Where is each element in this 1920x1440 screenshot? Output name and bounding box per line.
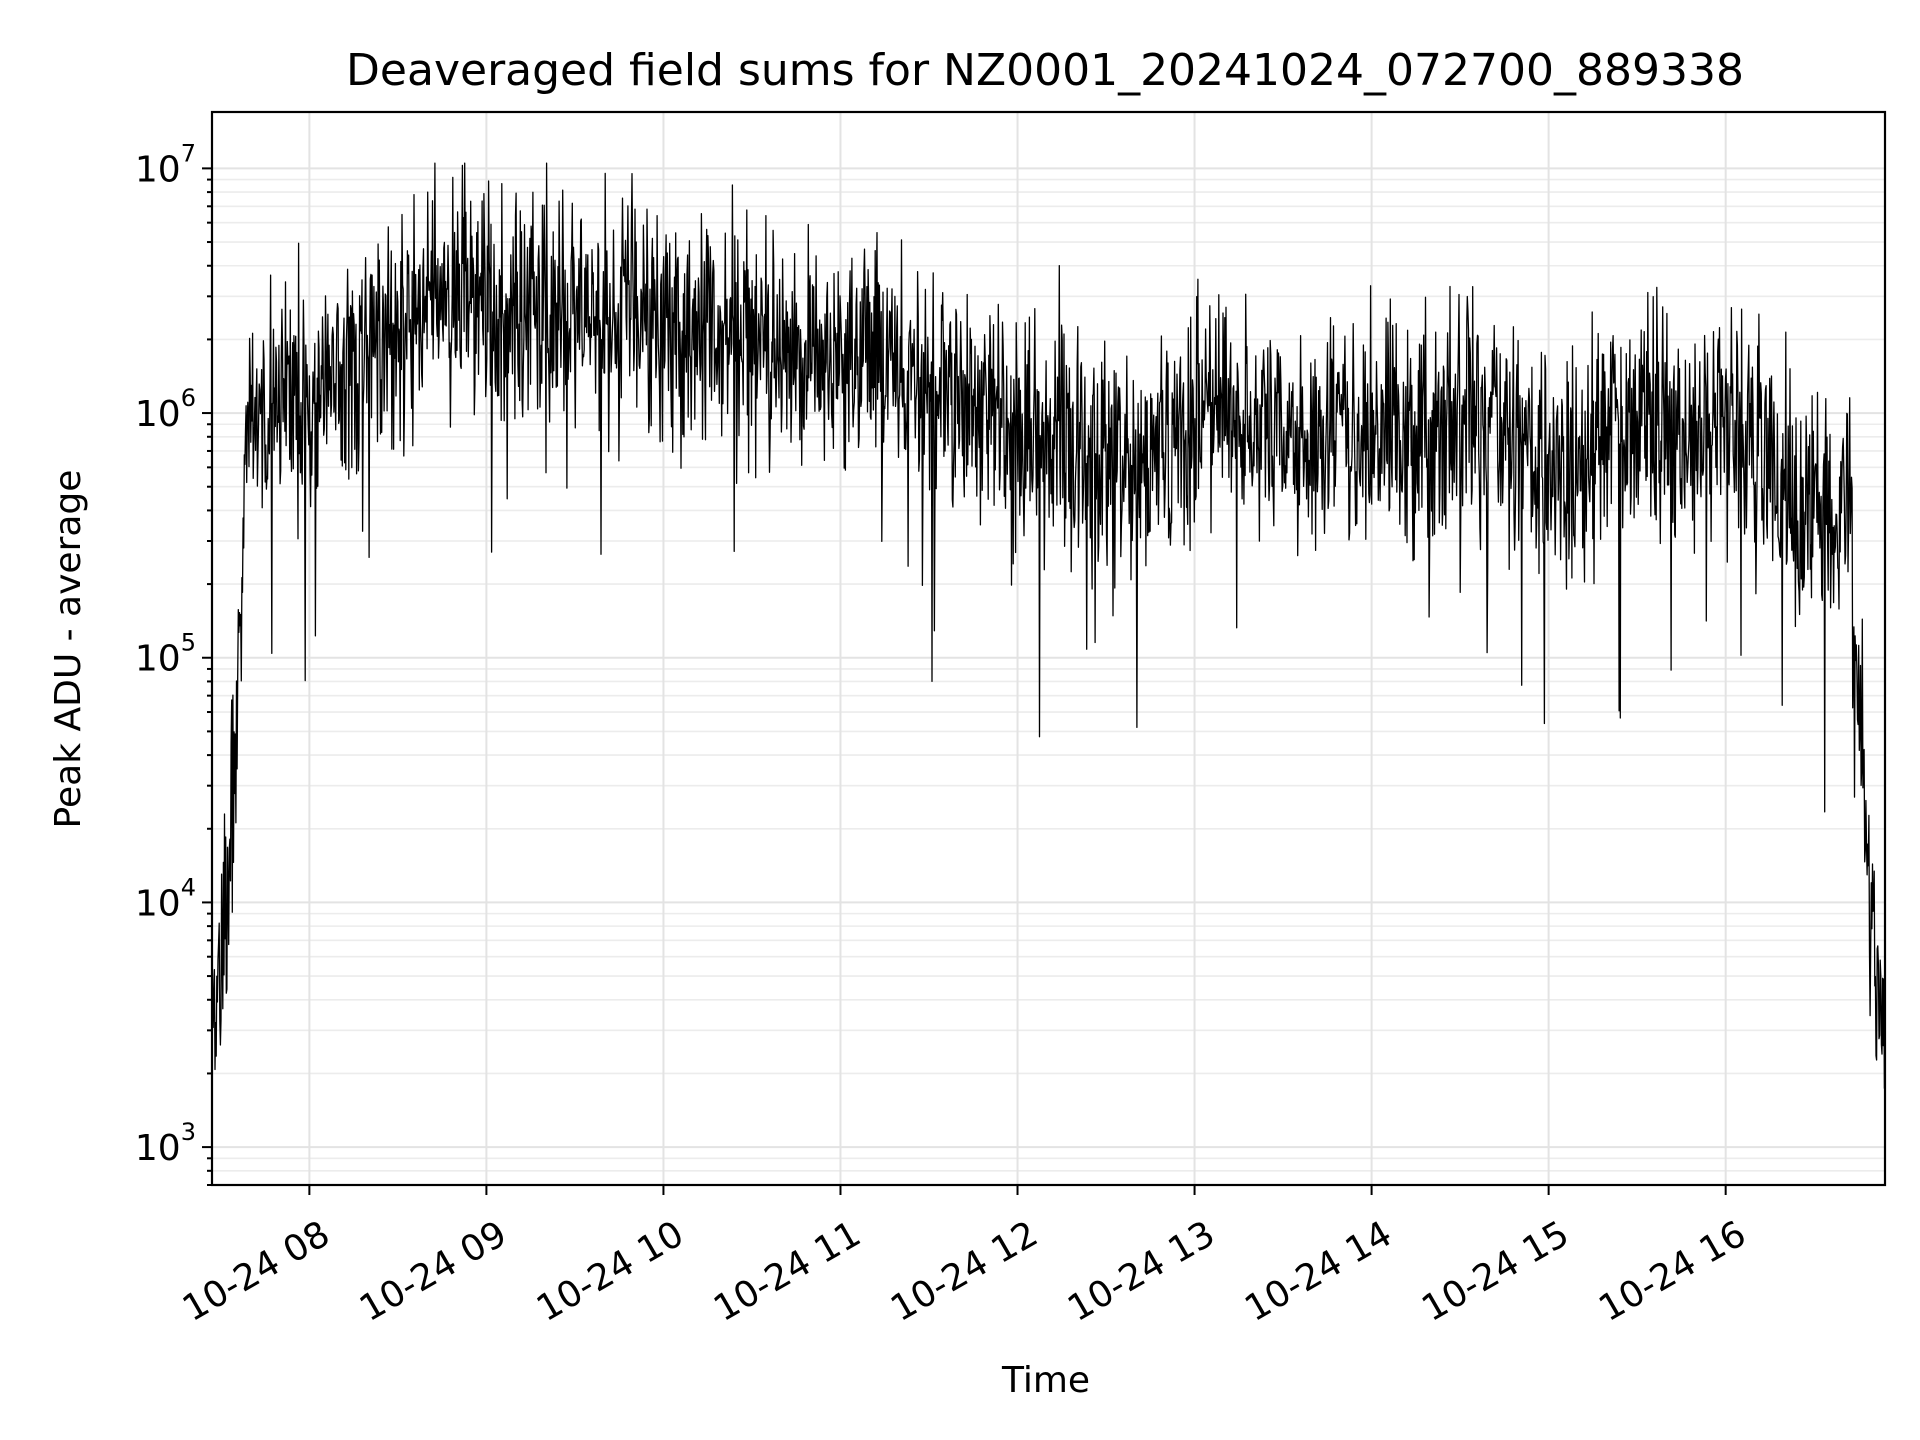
y-tick-label: 103 bbox=[135, 1118, 196, 1169]
y-tick-label: 107 bbox=[135, 139, 196, 190]
chart-title: Deaveraged field sums for NZ0001_2024102… bbox=[346, 45, 1744, 96]
y-tick-label: 105 bbox=[135, 629, 196, 680]
series-layer bbox=[211, 162, 1886, 1089]
x-axis-label: Time bbox=[1001, 1360, 1090, 1401]
y-tick-label: 106 bbox=[135, 384, 196, 435]
series-line bbox=[211, 162, 1886, 1089]
plot-frame bbox=[210, 110, 1887, 1187]
y-tick-label: 104 bbox=[135, 873, 196, 924]
y-axis: 103 104 105 106 107 bbox=[135, 139, 212, 1186]
y-axis-label: Peak ADU - average bbox=[48, 470, 89, 829]
